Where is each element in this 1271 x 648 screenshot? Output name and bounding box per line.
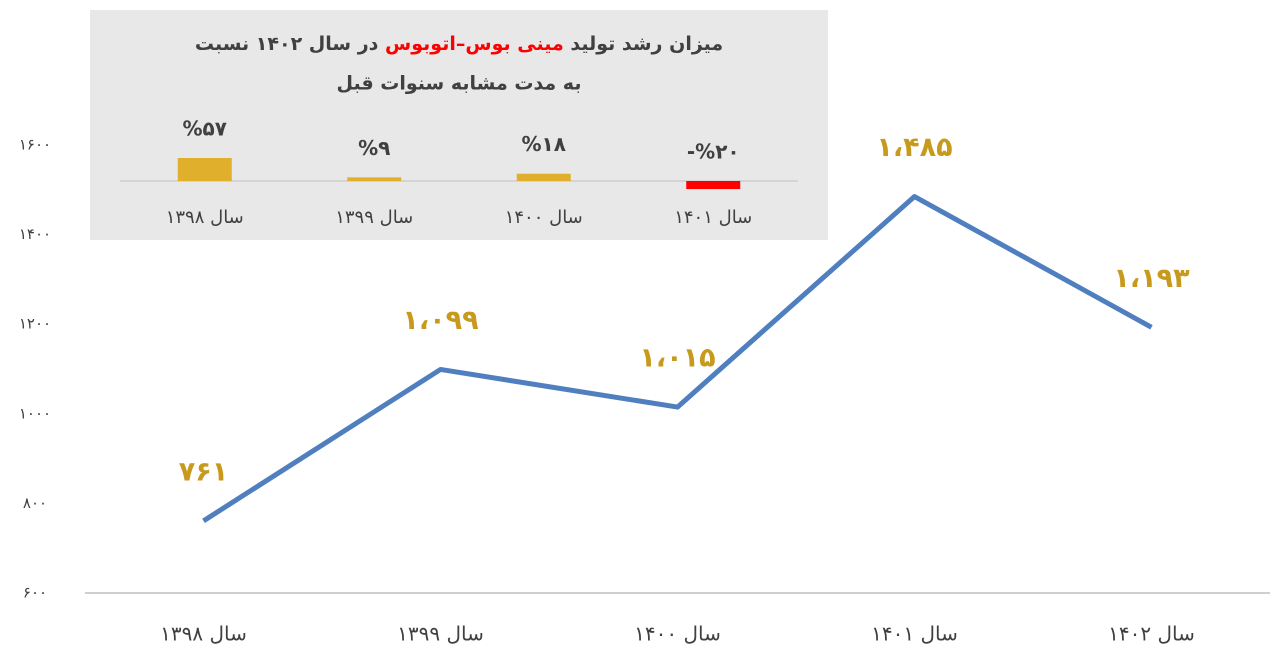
y-tick-label: ۱۴۰۰ (19, 225, 51, 243)
bar (686, 181, 741, 190)
x-tick-label: سال ۱۴۰۰ (505, 207, 583, 228)
data-label: %۱۸ (522, 132, 566, 156)
line (202, 194, 1153, 523)
bar (347, 177, 402, 181)
y-tick-label: ۶۰۰ (23, 584, 47, 602)
x-tick-label: سال ۱۴۰۲ (1108, 622, 1195, 646)
x-tick-label: سال ۱۳۹۹ (397, 622, 484, 646)
y-tick-label: ۸۰۰ (23, 494, 47, 512)
x-tick-label: سال ۱۳۹۹ (335, 207, 413, 228)
data-label: ۱،۱۹۳ (1113, 263, 1190, 294)
x-tick-label: سال ۱۳۹۸ (166, 207, 244, 228)
data-label: ۱،۰۹۹ (402, 305, 478, 336)
bar (177, 158, 232, 181)
data-label: ۱،۰۱۵ (639, 343, 715, 374)
title-highlight: مینی بوس–اتوبوس (385, 33, 564, 55)
x-tick-label: سال ۱۳۹۸ (160, 622, 247, 646)
inset-title: به مدت مشابه سنوات قبل (337, 73, 582, 95)
title-part: میزان رشد تولید (570, 33, 723, 55)
inset-background (90, 10, 828, 240)
x-tick-label: سال ۱۴۰۱ (871, 622, 958, 646)
data-label: %۵۷ (183, 117, 227, 141)
x-tick-label: سال ۱۴۰۰ (634, 622, 721, 646)
inset-title: میزان رشد تولید مینی بوس–اتوبوس در سال ۱… (195, 33, 723, 55)
title-part: در سال ۱۴۰۲ نسبت (195, 33, 379, 55)
data-label: %۹ (358, 136, 390, 160)
x-tick-label: سال ۱۴۰۱ (674, 207, 752, 228)
data-label: ۷۶۱ (179, 456, 228, 487)
y-tick-label: ۱۰۰۰ (19, 404, 51, 422)
y-tick-label: ۱۲۰۰ (19, 315, 51, 333)
y-tick-label: ۱۶۰۰ (19, 136, 51, 154)
bar (516, 173, 571, 181)
data-label: -%۲۰ (687, 140, 740, 164)
data-label: ۱،۴۸۵ (876, 132, 952, 163)
